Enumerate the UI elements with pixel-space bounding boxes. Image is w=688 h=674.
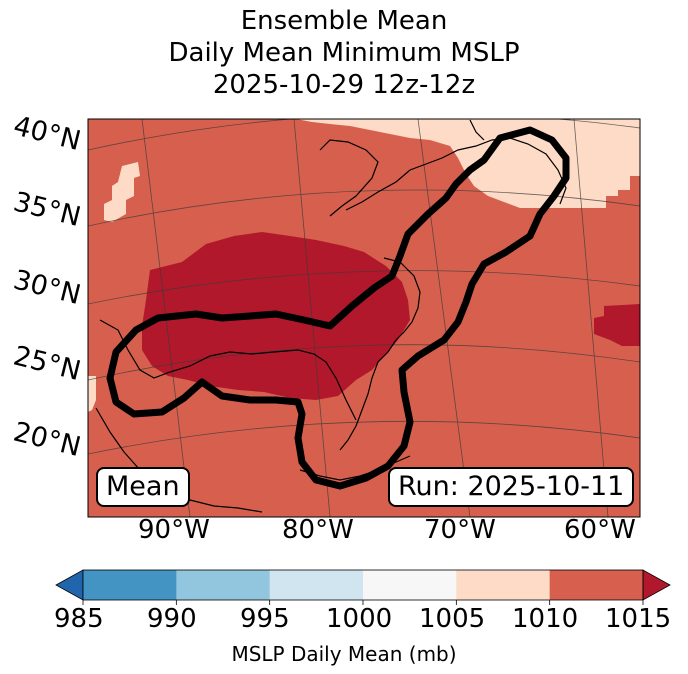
colorbar-segment bbox=[83, 570, 177, 600]
colorbar-tick-990: 990 bbox=[147, 604, 197, 634]
colorbar-segment bbox=[456, 570, 551, 600]
map-frame bbox=[87, 118, 641, 518]
colorbar-segment bbox=[549, 570, 644, 600]
lon-label-90w: 90°W bbox=[138, 515, 210, 545]
colorbar-segment bbox=[363, 570, 457, 600]
contour-outline bbox=[106, 126, 570, 490]
colorbar-label: MSLP Daily Mean (mb) bbox=[231, 642, 457, 666]
lon-label-70w: 70°W bbox=[424, 515, 496, 545]
mean-badge: Mean bbox=[96, 467, 190, 507]
colorbar-tick-995: 995 bbox=[240, 604, 290, 634]
map-area bbox=[88, 119, 640, 517]
colorbar-segment bbox=[269, 570, 364, 600]
lon-label-80w: 80°W bbox=[282, 515, 354, 545]
title-line-1: Ensemble Mean bbox=[240, 6, 448, 36]
lon-label-60w: 60°W bbox=[564, 515, 636, 545]
pressure-1005-1010-patch-west bbox=[104, 162, 140, 222]
colorbar-extend-low bbox=[55, 569, 84, 601]
run-date-badge: Run: 2025-10-11 bbox=[388, 467, 635, 507]
pressure-1005-1010-patch-sw bbox=[88, 376, 96, 412]
pressure-above-1015-east-patch bbox=[594, 304, 640, 346]
colorbar-tick-985: 985 bbox=[54, 604, 104, 634]
colorbar-tick-1015: 1015 bbox=[605, 604, 672, 634]
colorbar-tick-1005: 1005 bbox=[419, 604, 486, 634]
title-line-2: Daily Mean Minimum MSLP bbox=[168, 38, 520, 68]
colorbar-tick-1000: 1000 bbox=[326, 604, 393, 634]
colorbar-segment bbox=[176, 570, 271, 600]
lat-lon-gridlines bbox=[88, 119, 640, 517]
colorbar-tick-1010: 1010 bbox=[512, 604, 579, 634]
title-line-3: 2025-10-29 12z-12z bbox=[212, 70, 476, 100]
colorbar-extend-high bbox=[642, 569, 671, 601]
colorbar bbox=[55, 569, 671, 605]
